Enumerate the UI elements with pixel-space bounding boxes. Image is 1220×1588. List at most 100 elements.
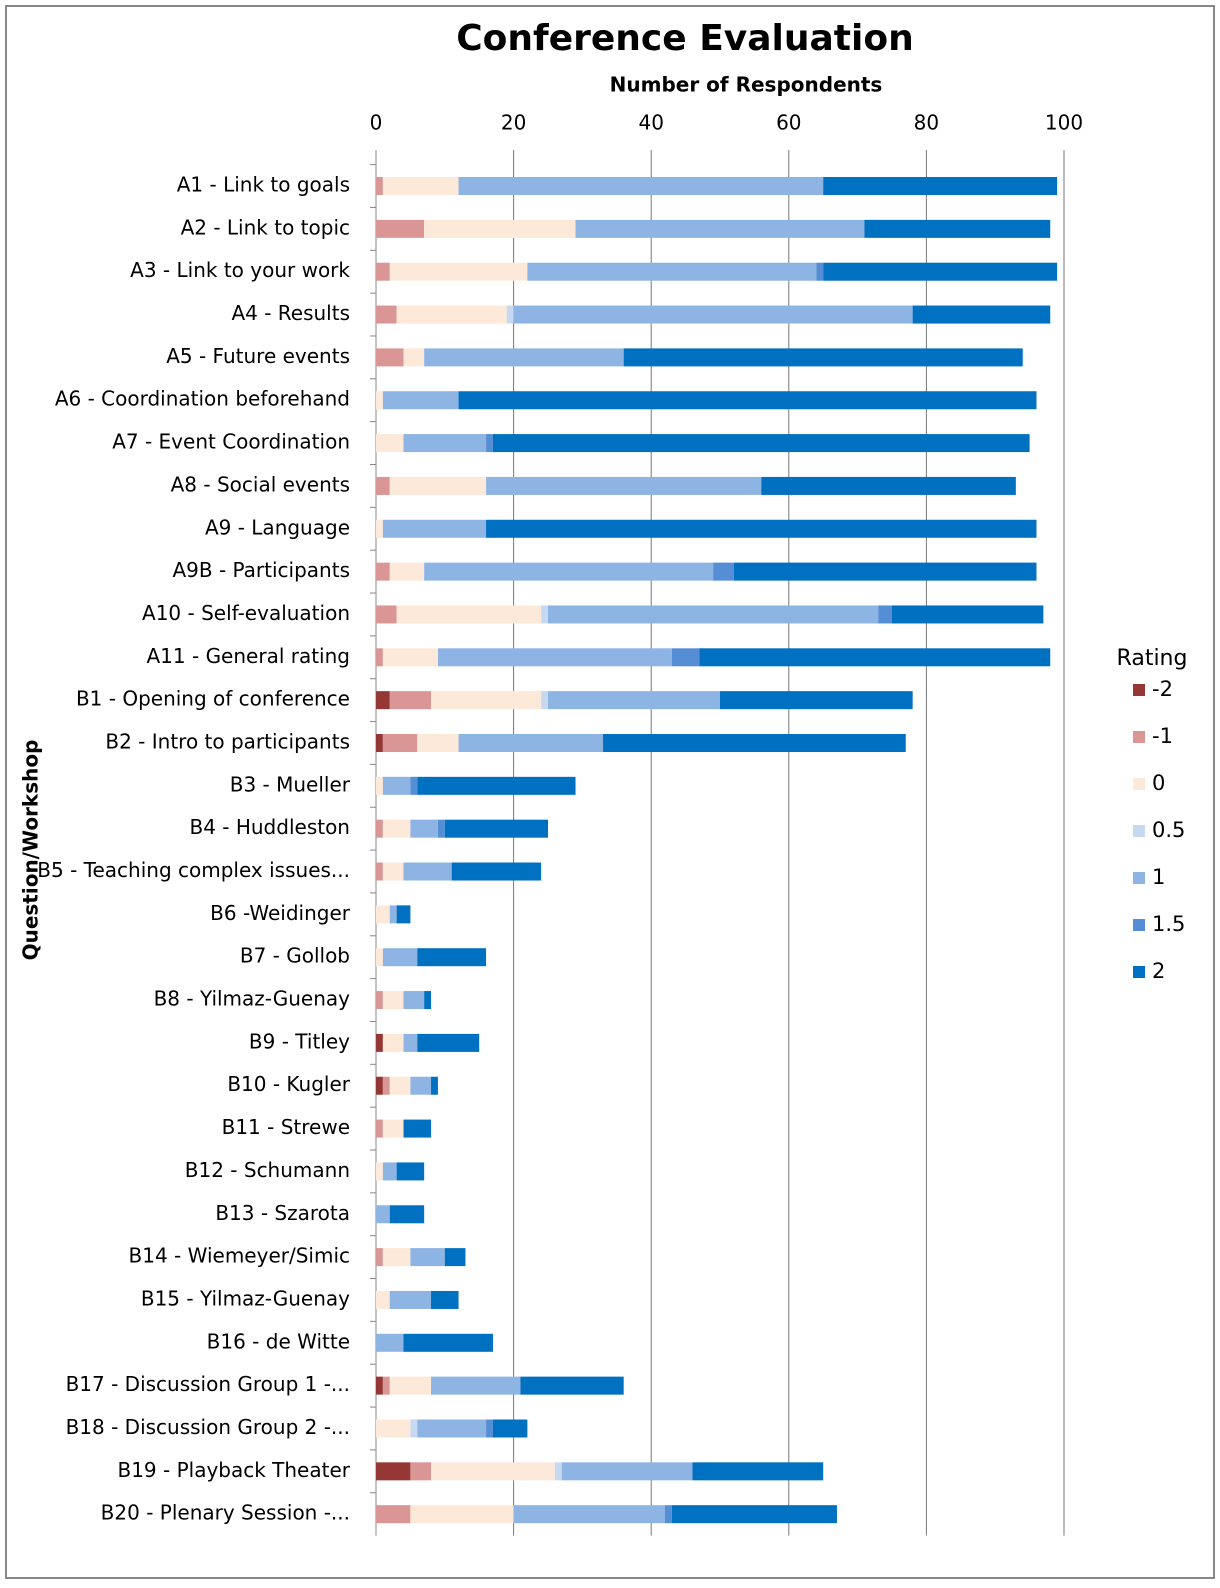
bar-segment (424, 219, 576, 238)
bar-segment (410, 819, 438, 838)
bar-segment (376, 1033, 383, 1052)
y-tick-label: A10 - Self-evaluation (142, 601, 350, 625)
bar-segment (431, 1462, 555, 1481)
bar-segment (548, 691, 720, 710)
bar-segment (451, 862, 542, 881)
bar-segment (396, 305, 507, 324)
y-tick-label: B19 - Playback Theater (117, 1458, 350, 1482)
chart-border (5, 5, 1215, 1579)
bar-segment (431, 691, 542, 710)
legend-title: Rating (1117, 646, 1188, 671)
y-tick-label: B9 - Titley (249, 1029, 350, 1053)
bar-segment (575, 219, 865, 238)
bar-segment (376, 648, 383, 667)
x-tick-label: 0 (370, 111, 383, 135)
bar-segment (486, 1419, 493, 1438)
y-tick-label: B6 -Weidinger (210, 901, 351, 925)
y-tick-label: B12 - Schumann (185, 1158, 350, 1182)
bar-segment (389, 262, 528, 281)
legend-label: -1 (1152, 724, 1173, 748)
x-tick-label: 40 (638, 111, 663, 135)
bar-segment (506, 305, 514, 324)
y-tick-label: B7 - Gollob (240, 944, 350, 968)
legend-swatch (1133, 919, 1145, 931)
legend-label: 1.5 (1152, 912, 1185, 936)
bar-segment (444, 819, 548, 838)
y-tick-label: B17 - Discussion Group 1 -... (66, 1372, 350, 1396)
bar-segment (376, 1505, 411, 1524)
bar-segment (864, 219, 1051, 238)
bar-segment (382, 1076, 390, 1095)
y-tick-label: A9B - Participants (172, 558, 350, 582)
y-tick-label: A9 - Language (205, 515, 350, 539)
y-axis-title: Question/Workshop (19, 740, 43, 961)
bar-segment (417, 776, 576, 795)
bar-segment (376, 733, 383, 752)
x-axis-title: Number of Respondents (610, 73, 883, 97)
bar-segment (382, 733, 418, 752)
bar-segment (403, 1033, 418, 1052)
legend-label: -2 (1152, 677, 1173, 701)
bar-segment (382, 1376, 390, 1395)
bar-segment (403, 1119, 432, 1138)
bar-segment (410, 776, 418, 795)
bar-segment (382, 1162, 397, 1181)
bar-segment (376, 948, 383, 967)
bar-segment (417, 1033, 480, 1052)
bar-segment (520, 1376, 624, 1395)
bar-segment (486, 476, 762, 495)
y-tick-label: B10 - Kugler (227, 1072, 350, 1096)
bar-segment (389, 691, 432, 710)
bar-segment (403, 434, 487, 453)
bar-segment (417, 948, 487, 967)
bar-segment (437, 819, 445, 838)
bar-segment (492, 1419, 528, 1438)
bar-segment (389, 476, 487, 495)
bar-segment (389, 1205, 425, 1224)
bar-segment (376, 1248, 383, 1267)
bar-segment (382, 648, 438, 667)
bar-segment (376, 519, 383, 538)
y-tick-label: B16 - de Witte (207, 1329, 350, 1353)
bar-segment (376, 1419, 411, 1438)
bar-segment (376, 1462, 411, 1481)
bar-segment (376, 862, 383, 881)
y-tick-label: B8 - Yilmaz-Guenay (154, 987, 351, 1011)
bar-segment (410, 1505, 514, 1524)
bar-segment (382, 1248, 411, 1267)
legend-swatch (1133, 731, 1145, 743)
bar-segment (389, 1376, 432, 1395)
legend-swatch (1133, 966, 1145, 978)
legend-label: 0.5 (1152, 818, 1185, 842)
bar-segment (376, 1376, 383, 1395)
bar-segment (458, 177, 824, 196)
legend-label: 2 (1152, 959, 1165, 983)
bar-segment (396, 605, 542, 624)
bar-segment (623, 348, 1023, 367)
bar-segment (376, 1119, 383, 1138)
y-tick-label: A7 - Event Coordination (112, 430, 350, 454)
bar-segment (424, 991, 432, 1010)
bar-segment (541, 691, 548, 710)
bar-segment (410, 1462, 432, 1481)
legend-swatch (1133, 825, 1145, 837)
bar-segment (376, 776, 383, 795)
bar-segment (382, 862, 404, 881)
y-tick-label: B2 - Intro to participants (105, 729, 350, 753)
bar-segment (431, 1076, 438, 1095)
bar-segment (431, 1376, 521, 1395)
bar-segment (382, 776, 411, 795)
bar-segment (389, 905, 397, 924)
bar-segment (403, 348, 425, 367)
bar-segment (671, 648, 700, 667)
legend-swatch (1133, 778, 1145, 790)
y-tick-label: B3 - Mueller (230, 772, 351, 796)
bar-segment (603, 733, 906, 752)
bar-segment (492, 434, 1030, 453)
legend-label: 0 (1152, 771, 1165, 795)
bar-segment (403, 862, 452, 881)
bar-segment (548, 605, 879, 624)
bar-segment (823, 262, 1058, 281)
y-tick-label: B1 - Opening of conference (76, 687, 350, 711)
